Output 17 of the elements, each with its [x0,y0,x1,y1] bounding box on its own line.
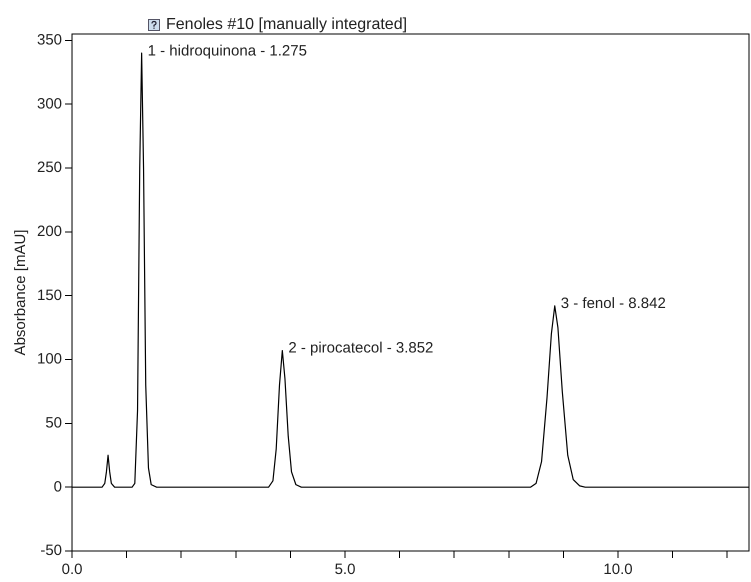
annotation: 2 - pirocatecol - 3.852 [288,340,434,357]
y-tick-label: 300 [36,95,62,112]
y-tick-label: 150 [36,286,62,304]
y-tick-label: 250 [36,159,62,176]
y-tick-label: 50 [45,414,62,432]
y-axis-title: Absorbance [mAU] [12,230,30,356]
annotation: 3 - fenol - 8.842 [560,295,666,312]
x-tick-label: 0.0 [62,561,82,578]
x-tick-label: 10.0 [603,561,633,578]
y-tick-label: 100 [36,350,62,368]
chart-title: Fenoles #10 [manually integrated] [166,16,408,34]
y-tick-label: 200 [36,223,62,240]
x-tick-label: 5.0 [334,561,356,578]
y-tick-label: 0 [54,478,62,496]
y-tick-label: -50 [40,542,62,560]
y-tick-label: 350 [36,32,62,49]
annotation: 1 - hidroquinona - 1.275 [148,42,307,60]
